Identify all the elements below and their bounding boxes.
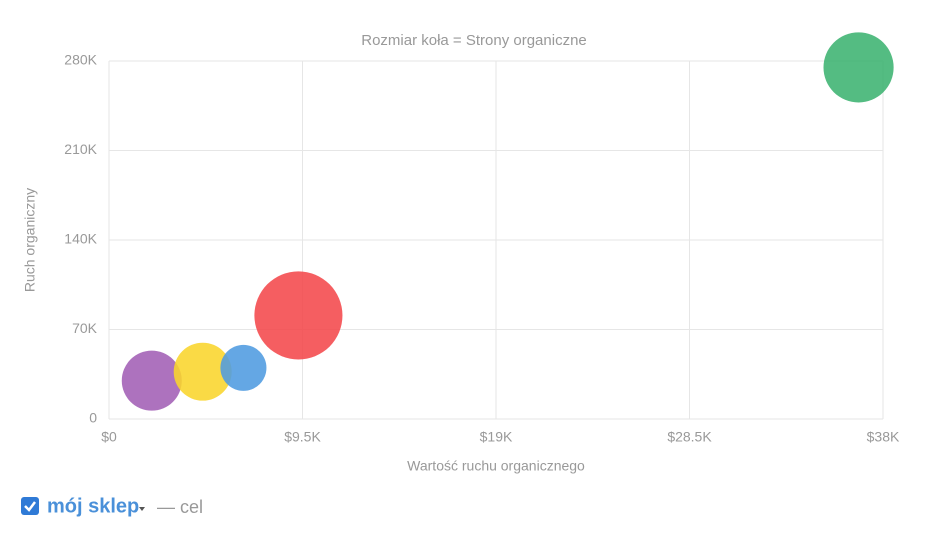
y-tick-label: 280K <box>64 52 97 68</box>
x-axis-label: Wartość ruchu organicznego <box>407 458 585 474</box>
y-tick-label: 140K <box>64 231 97 247</box>
bubble <box>173 342 232 401</box>
chart-title: Rozmiar koła = Strony organiczne <box>361 32 587 49</box>
x-tick-label: $0 <box>101 429 117 445</box>
dropdown-arrow[interactable] <box>139 507 145 511</box>
y-tick-label: 0 <box>89 410 97 426</box>
bubble <box>254 271 343 360</box>
checkbox[interactable] <box>21 497 39 515</box>
legend-note: — cel <box>157 497 203 517</box>
legend-label[interactable]: mój sklep <box>47 495 139 517</box>
x-tick-label: $9.5K <box>284 429 321 445</box>
y-tick-label: 210K <box>64 141 97 157</box>
x-tick-label: $38K <box>867 429 900 445</box>
bubble <box>121 350 182 411</box>
y-tick-label: 70K <box>72 320 98 336</box>
y-axis-label: Ruch organiczny <box>22 188 38 292</box>
x-tick-label: $28.5K <box>667 429 712 445</box>
bubble <box>220 344 267 391</box>
legend[interactable]: mój sklep — cel <box>21 495 203 517</box>
bubble <box>823 32 894 103</box>
check-icon <box>24 501 36 512</box>
x-tick-label: $19K <box>480 429 513 445</box>
